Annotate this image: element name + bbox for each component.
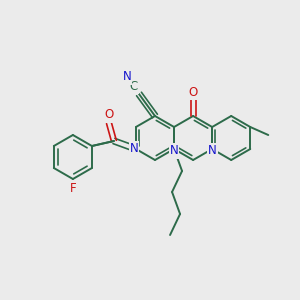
Text: N: N <box>123 70 131 83</box>
Text: O: O <box>188 85 198 98</box>
Text: C: C <box>130 80 138 92</box>
Text: O: O <box>104 109 114 122</box>
Text: N: N <box>208 145 217 158</box>
Text: N: N <box>170 145 178 158</box>
Text: F: F <box>70 182 76 196</box>
Text: N: N <box>130 142 138 155</box>
